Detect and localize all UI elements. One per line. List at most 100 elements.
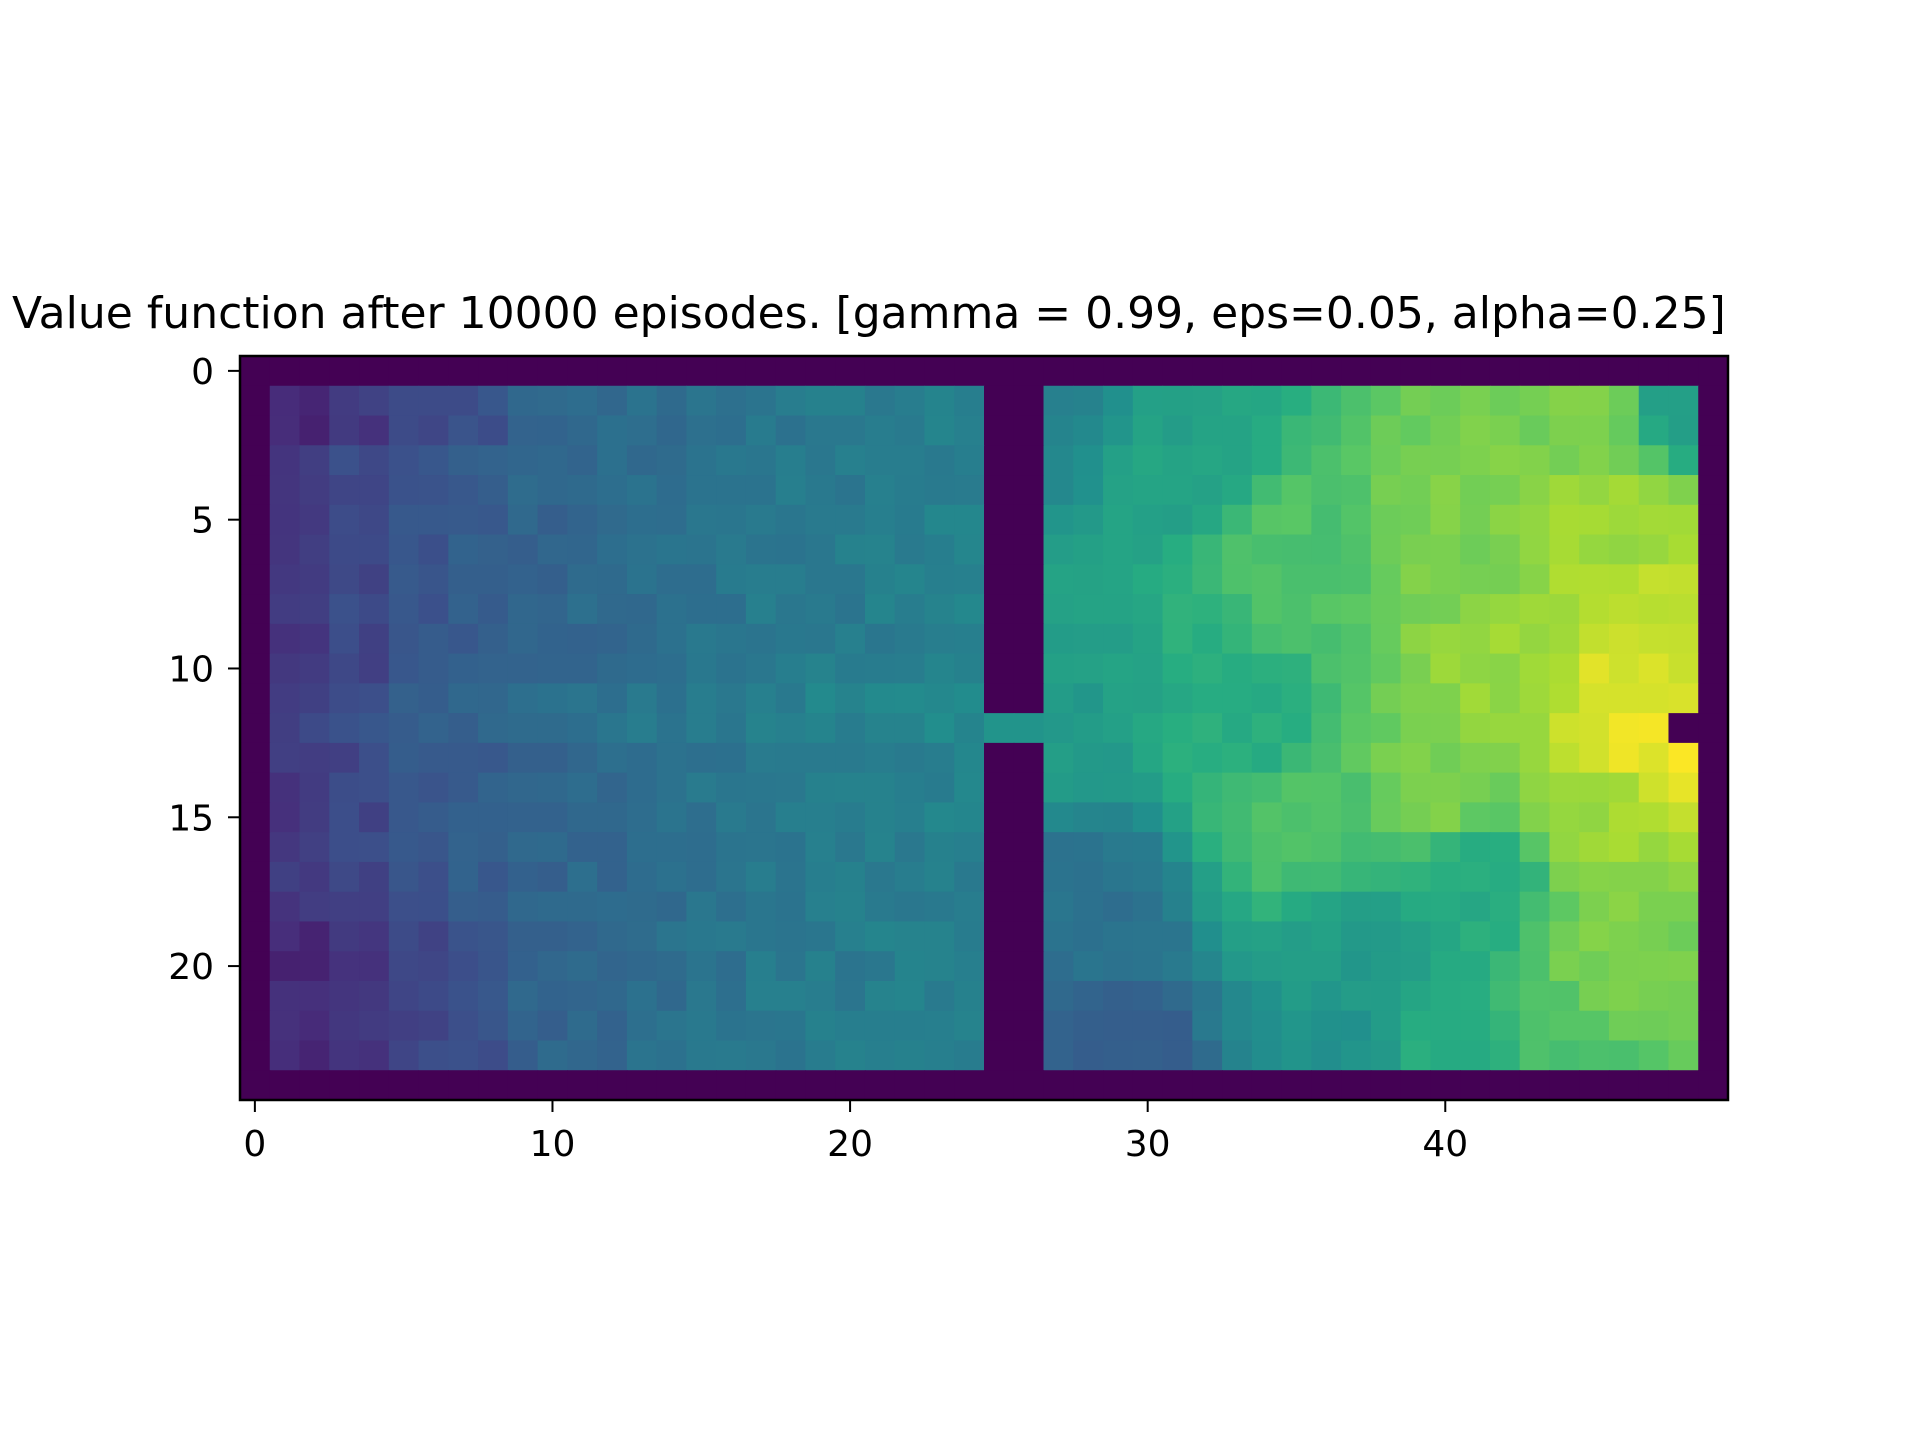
heatmap-cell: [1519, 534, 1551, 565]
heatmap-cell: [894, 356, 926, 387]
heatmap-cell: [1430, 861, 1461, 893]
heatmap-cell: [1430, 951, 1461, 982]
heatmap-cell: [448, 772, 479, 803]
heatmap-cell: [1311, 534, 1342, 565]
heatmap-cell: [1311, 623, 1342, 655]
heatmap-cell: [1370, 921, 1402, 952]
heatmap-cell: [1579, 683, 1610, 714]
heatmap-cell: [537, 415, 568, 446]
heatmap-cell: [1222, 1070, 1253, 1101]
heatmap-cell: [1043, 891, 1074, 923]
heatmap-cell: [1400, 356, 1431, 387]
heatmap-cell: [329, 683, 360, 714]
heatmap-cell: [299, 683, 330, 714]
heatmap-cell: [954, 564, 985, 595]
heatmap-cell: [418, 742, 449, 774]
heatmap-cell: [1162, 623, 1193, 655]
heatmap-cell: [1251, 534, 1283, 565]
heatmap-cell: [626, 623, 658, 655]
heatmap-cell: [1222, 1040, 1253, 1071]
heatmap-cell: [1519, 653, 1551, 684]
heatmap-cell: [1013, 891, 1045, 923]
heatmap-cell: [1013, 534, 1045, 565]
heatmap-cell: [984, 356, 1015, 387]
heatmap-cell: [984, 475, 1015, 506]
heatmap-cell: [1519, 683, 1551, 714]
heatmap-cell: [745, 891, 777, 923]
heatmap-cell: [805, 683, 836, 714]
heatmap-cell: [240, 415, 271, 446]
heatmap-cell: [1073, 356, 1104, 387]
heatmap-cell: [1311, 951, 1342, 982]
heatmap-cell: [1698, 415, 1729, 446]
heatmap-cell: [1638, 742, 1670, 774]
heatmap-cell: [388, 1010, 420, 1042]
heatmap-cell: [567, 921, 598, 952]
heatmap-cell: [448, 683, 479, 714]
heatmap-cell: [1281, 415, 1312, 446]
heatmap-cell: [1162, 713, 1193, 744]
heatmap-cell: [448, 415, 479, 446]
heatmap-cell: [924, 356, 955, 387]
heatmap-cell: [1341, 951, 1372, 982]
heatmap-cell: [1489, 861, 1521, 893]
heatmap-cell: [269, 772, 301, 803]
heatmap-cell: [864, 1040, 896, 1071]
heatmap-cell: [745, 445, 777, 476]
heatmap-cell: [686, 534, 717, 565]
heatmap-cell: [1013, 594, 1045, 625]
heatmap-cell: [240, 475, 271, 506]
heatmap-cell: [775, 534, 807, 565]
heatmap-cell: [329, 980, 360, 1012]
heatmap-cell: [984, 1010, 1015, 1042]
heatmap-cell: [656, 921, 687, 952]
heatmap-cell: [1370, 1040, 1402, 1071]
heatmap-cell: [329, 861, 360, 893]
heatmap-cell: [1013, 623, 1045, 655]
heatmap-cell: [567, 802, 598, 833]
heatmap-cell: [954, 832, 985, 863]
heatmap-cell: [1460, 445, 1491, 476]
heatmap-cell: [954, 623, 985, 655]
heatmap-cell: [1698, 861, 1729, 893]
heatmap-cell: [359, 564, 390, 595]
heatmap-cell: [1638, 415, 1670, 446]
heatmap-cell: [775, 891, 807, 923]
heatmap-cell: [1400, 832, 1431, 863]
heatmap-cell: [388, 445, 420, 476]
heatmap-cell: [1162, 385, 1193, 417]
heatmap-cell: [954, 594, 985, 625]
heatmap-cell: [1222, 415, 1253, 446]
heatmap-cell: [805, 861, 836, 893]
heatmap-cell: [1132, 356, 1164, 387]
heatmap-cell: [1251, 564, 1283, 595]
heatmap-cell: [1638, 356, 1670, 387]
heatmap-cell: [835, 594, 866, 625]
heatmap-cell: [269, 475, 301, 506]
heatmap-cell: [864, 534, 896, 565]
heatmap-cell: [299, 1070, 330, 1101]
heatmap-cell: [1103, 713, 1134, 744]
heatmap-cell: [1668, 951, 1699, 982]
heatmap-cell: [1608, 742, 1640, 774]
heatmap-cell: [805, 564, 836, 595]
heatmap-cell: [686, 980, 717, 1012]
heatmap-cell: [1608, 445, 1640, 476]
heatmap-cell: [1579, 594, 1610, 625]
heatmap-cell: [954, 980, 985, 1012]
heatmap-cell: [1222, 1010, 1253, 1042]
heatmap-cell: [597, 921, 628, 952]
heatmap-cell: [835, 861, 866, 893]
heatmap-cell: [1043, 1070, 1074, 1101]
heatmap-cell: [835, 445, 866, 476]
heatmap-cell: [329, 385, 360, 417]
heatmap-cell: [418, 415, 449, 446]
heatmap-cell: [448, 921, 479, 952]
heatmap-cell: [240, 356, 271, 387]
heatmap-cell: [1341, 683, 1372, 714]
heatmap-cell: [1638, 653, 1670, 684]
heatmap-cell: [597, 504, 628, 536]
heatmap-cell: [1698, 534, 1729, 565]
heatmap-cell: [597, 683, 628, 714]
